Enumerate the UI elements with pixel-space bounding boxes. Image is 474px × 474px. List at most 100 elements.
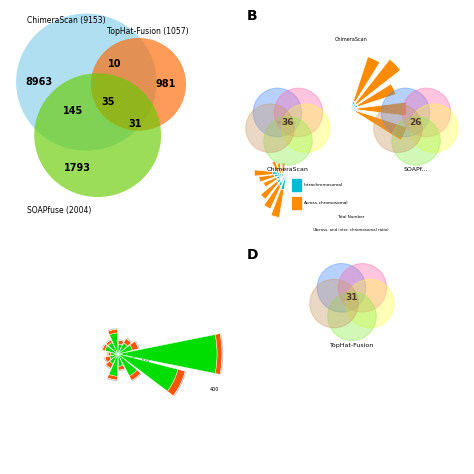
Text: TopHat-Fusion: TopHat-Fusion [330, 343, 374, 347]
Bar [357, 102, 406, 116]
Bar [118, 354, 178, 391]
Bar [108, 352, 111, 356]
Circle shape [282, 104, 330, 153]
Circle shape [264, 117, 312, 165]
Bar [105, 365, 110, 369]
Bar [118, 345, 132, 354]
Bar [130, 341, 138, 350]
Bar [357, 84, 396, 107]
Bar [118, 340, 124, 345]
Text: Intrachromosomal: Intrachromosomal [304, 183, 343, 187]
Title: SOAPfuse: SOAPfuse [277, 121, 297, 125]
Circle shape [310, 279, 358, 328]
Bar [351, 104, 356, 109]
Text: 31: 31 [128, 119, 142, 129]
Bar [353, 57, 380, 102]
Bar [351, 108, 357, 110]
Circle shape [328, 292, 376, 340]
Bar [280, 173, 282, 182]
Bar [356, 111, 407, 140]
Circle shape [274, 88, 323, 137]
Bar [109, 354, 118, 364]
Text: SOAPf...: SOAPf... [404, 167, 428, 172]
Bar [118, 343, 128, 354]
Bar [135, 341, 140, 349]
Bar [355, 59, 401, 105]
Text: 10: 10 [108, 59, 121, 69]
Bar [273, 172, 287, 174]
Circle shape [392, 117, 440, 165]
Circle shape [317, 264, 366, 312]
Bar [108, 329, 118, 335]
Text: 145: 145 [63, 106, 83, 116]
Bar [108, 374, 118, 380]
Bar [281, 173, 287, 190]
Bar [276, 173, 287, 179]
Bar [261, 181, 279, 199]
Bar [264, 177, 277, 187]
Bar [351, 109, 356, 112]
Bar [264, 184, 281, 209]
Bar [109, 354, 118, 376]
Bar [274, 173, 287, 177]
Circle shape [34, 73, 161, 197]
Bar [118, 344, 122, 354]
Bar [110, 353, 118, 356]
Bar [107, 352, 109, 356]
Bar [277, 173, 282, 182]
Text: (Across- and inter- chromosomal ratio): (Across- and inter- chromosomal ratio) [313, 228, 389, 232]
Circle shape [374, 104, 422, 153]
Circle shape [16, 14, 156, 151]
Text: ChimeraScan: ChimeraScan [267, 167, 309, 172]
Text: B: B [247, 9, 258, 23]
Bar [108, 328, 118, 331]
Bar [108, 342, 118, 354]
Bar [105, 339, 111, 344]
Bar [101, 344, 105, 350]
Text: 8963: 8963 [25, 77, 52, 87]
Circle shape [402, 88, 451, 137]
Bar [215, 334, 222, 374]
Bar [255, 170, 273, 176]
Bar [292, 179, 301, 191]
Circle shape [346, 279, 394, 328]
Bar [118, 354, 137, 376]
Bar [259, 174, 275, 182]
Text: TopHat-Fusion (1057): TopHat-Fusion (1057) [107, 27, 188, 36]
Text: SOAPfuse (2004): SOAPfuse (2004) [27, 206, 92, 215]
Bar [118, 335, 217, 374]
Text: Across-chromosomal: Across-chromosomal [304, 201, 348, 205]
Bar [104, 357, 107, 363]
Text: 36: 36 [282, 118, 294, 127]
Bar [220, 333, 223, 374]
Text: ChimeraScan (9153): ChimeraScan (9153) [27, 16, 106, 25]
Circle shape [381, 88, 430, 137]
Bar [279, 173, 287, 186]
Bar [124, 338, 131, 346]
Bar [126, 337, 132, 343]
Bar [105, 346, 118, 354]
Bar [173, 371, 186, 397]
Text: 35: 35 [101, 97, 115, 107]
Bar [118, 354, 123, 366]
Text: 31: 31 [346, 293, 358, 302]
Circle shape [410, 104, 458, 153]
Bar [106, 340, 112, 346]
Text: D: D [247, 248, 259, 262]
Circle shape [91, 38, 186, 131]
Circle shape [246, 104, 294, 153]
Bar [351, 105, 358, 109]
Bar [106, 361, 113, 368]
Circle shape [253, 88, 302, 137]
Bar [277, 173, 287, 183]
Text: 26: 26 [410, 118, 422, 127]
Bar [118, 369, 125, 371]
Text: Total Number: Total Number [337, 215, 365, 219]
Circle shape [338, 264, 387, 312]
Text: 981: 981 [155, 79, 176, 89]
Bar [105, 356, 111, 362]
Bar [118, 339, 124, 342]
Bar [109, 354, 118, 359]
Text: 1793: 1793 [64, 164, 91, 173]
Title: ChimeraScan: ChimeraScan [334, 37, 367, 42]
